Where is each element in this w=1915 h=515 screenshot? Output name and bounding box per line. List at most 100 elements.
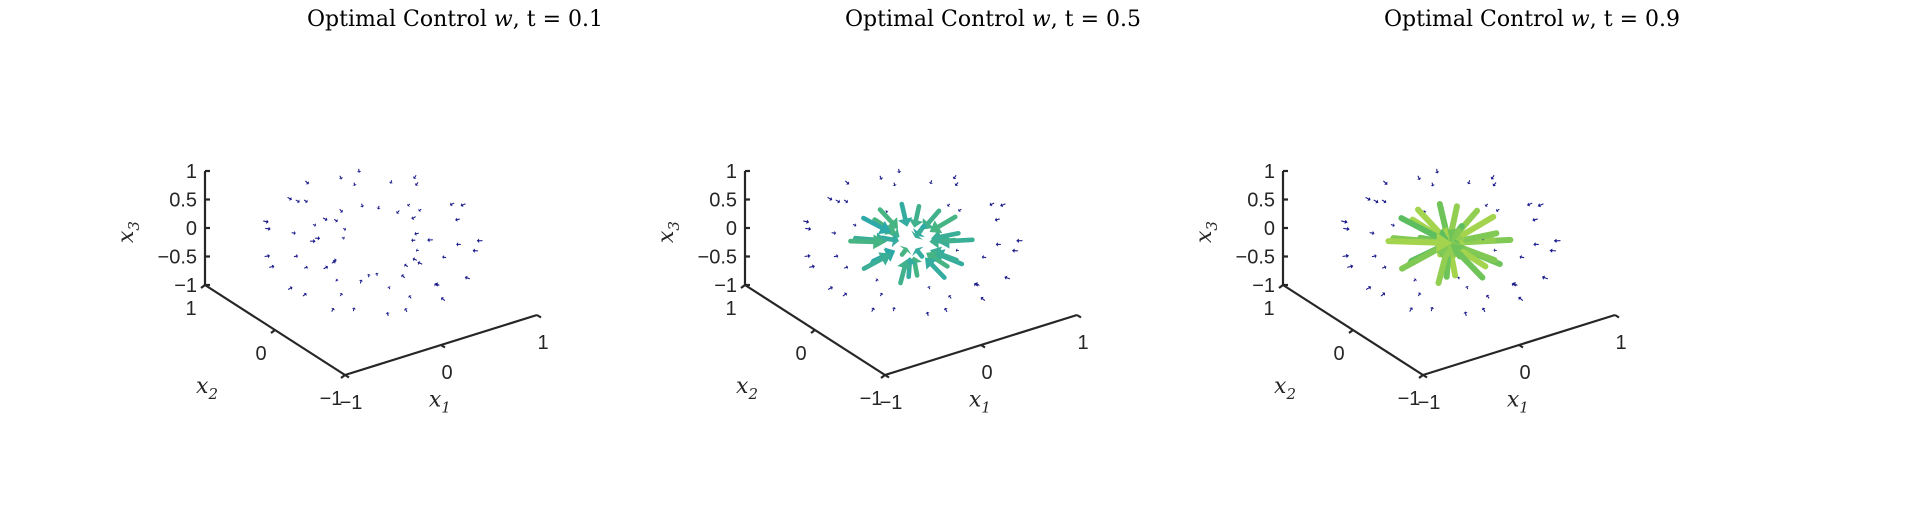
vector-arrow bbox=[897, 259, 912, 286]
vector-arrow bbox=[360, 203, 365, 208]
vector-arrow bbox=[885, 210, 889, 214]
x2-tick-mark bbox=[740, 284, 746, 289]
vector-arrow bbox=[1537, 203, 1544, 208]
vector-arrow bbox=[341, 235, 345, 241]
x2-tick-mark bbox=[880, 374, 886, 379]
vector-arrow bbox=[417, 261, 423, 266]
vector-arrow bbox=[1553, 238, 1561, 243]
x3-tick-label: −0.5 bbox=[1236, 247, 1275, 269]
vector-arrow bbox=[843, 199, 848, 204]
vector-arrow bbox=[435, 282, 440, 286]
x3-tick-label: −1 bbox=[174, 275, 197, 297]
vector-arrow bbox=[334, 218, 338, 223]
x2-tick-label: 1 bbox=[185, 298, 196, 320]
vector-arrow bbox=[302, 292, 307, 297]
vector-arrow bbox=[952, 175, 957, 180]
vector-arrow bbox=[827, 286, 833, 290]
vector-arrow bbox=[842, 292, 847, 297]
x3-tick-label: −0.5 bbox=[158, 247, 197, 269]
vector-arrow bbox=[305, 180, 309, 185]
vector-arrow bbox=[1383, 180, 1388, 185]
vector-arrow bbox=[1485, 294, 1490, 299]
x3-tick-label: −1 bbox=[714, 275, 737, 297]
vector-arrow bbox=[898, 201, 913, 227]
vector-arrow bbox=[879, 292, 884, 297]
vector-arrow bbox=[323, 265, 329, 270]
x3-tick-label: 0.5 bbox=[1247, 190, 1275, 212]
vector-arrow bbox=[263, 219, 269, 224]
x3-tick-label: 1 bbox=[186, 161, 197, 183]
vector-arrow bbox=[335, 278, 339, 282]
vector-arrow bbox=[1369, 230, 1375, 236]
vector-arrow bbox=[1527, 202, 1533, 207]
vector-arrow bbox=[385, 312, 390, 317]
x3-tick-label: 0 bbox=[726, 218, 737, 240]
vector-arrow bbox=[831, 230, 837, 236]
vector-arrow bbox=[981, 254, 987, 260]
vector-arrow bbox=[387, 286, 392, 290]
vector-arrow bbox=[339, 209, 344, 213]
vector-arrow bbox=[264, 253, 271, 259]
vector-arrow bbox=[1484, 203, 1489, 207]
vector-arrow bbox=[1549, 248, 1557, 253]
vector-arrow bbox=[1342, 253, 1350, 259]
vector-arrow bbox=[892, 182, 897, 187]
vector-arrow bbox=[803, 219, 810, 224]
vector-arrow bbox=[1417, 175, 1422, 181]
vector-arrow bbox=[848, 234, 886, 250]
x1-tick-mark bbox=[440, 344, 446, 349]
x1-tick-mark bbox=[1614, 314, 1620, 319]
vector-arrow bbox=[343, 227, 346, 232]
vector-arrow bbox=[287, 286, 293, 290]
vector-arrow bbox=[943, 307, 948, 313]
vector-arrow bbox=[1365, 285, 1372, 290]
vector-arrow bbox=[412, 175, 417, 179]
vector-arrow bbox=[871, 307, 875, 312]
x3-tick-label: 1 bbox=[1264, 161, 1275, 183]
vector-arrow bbox=[464, 275, 471, 280]
vector-arrow bbox=[441, 297, 446, 301]
vector-arrow bbox=[1004, 275, 1011, 280]
vector-arrow bbox=[989, 202, 995, 207]
vector-arrow bbox=[1463, 311, 1468, 317]
x2-tick-mark bbox=[1418, 374, 1424, 379]
vector-arrow bbox=[287, 196, 292, 201]
quiver-arrows bbox=[803, 168, 1023, 317]
vector-arrow bbox=[332, 258, 337, 263]
x1-tick-mark bbox=[980, 344, 986, 349]
subplot-title: Optimal Control w, t = 0.1 bbox=[307, 7, 603, 32]
vector-arrow bbox=[954, 182, 959, 186]
vector-arrow bbox=[455, 217, 460, 222]
vector-arrow bbox=[427, 237, 433, 243]
vector-arrow bbox=[1429, 306, 1435, 312]
x2-tick-label: −1 bbox=[1398, 388, 1421, 410]
x2-tick-mark bbox=[1278, 284, 1284, 289]
vector-arrow bbox=[975, 282, 980, 286]
title-suffix: , t = 0.9 bbox=[1590, 7, 1680, 32]
vector-arrow bbox=[1385, 233, 1453, 253]
vector-arrow bbox=[1518, 296, 1524, 301]
quiver-arrows bbox=[1341, 168, 1561, 317]
x2-axis-label: x2 bbox=[196, 374, 218, 403]
vector-arrow bbox=[304, 265, 308, 270]
x2-tick-label: 1 bbox=[1263, 298, 1274, 320]
vector-arrow bbox=[1016, 238, 1023, 243]
x2-tick-label: 0 bbox=[1333, 343, 1344, 365]
vector-arrow bbox=[879, 175, 883, 180]
x3-axis-label: x3 bbox=[1192, 221, 1221, 243]
x1-tick-label: 0 bbox=[1519, 362, 1530, 384]
vector-arrow bbox=[896, 168, 902, 174]
vector-arrow bbox=[1493, 248, 1497, 253]
title-suffix: , t = 0.1 bbox=[513, 7, 603, 32]
vector-arrow bbox=[861, 215, 892, 235]
title-suffix: , t = 0.5 bbox=[1051, 7, 1141, 32]
subplot-t-0-1: Optimal Control w, t = 0.1 −101−101−1−0.… bbox=[114, 7, 603, 417]
title-prefix: Optimal Control bbox=[845, 7, 1032, 32]
x3-tick-label: 0 bbox=[186, 218, 197, 240]
vector-arrow bbox=[322, 217, 328, 222]
vector-arrow bbox=[1343, 226, 1350, 232]
